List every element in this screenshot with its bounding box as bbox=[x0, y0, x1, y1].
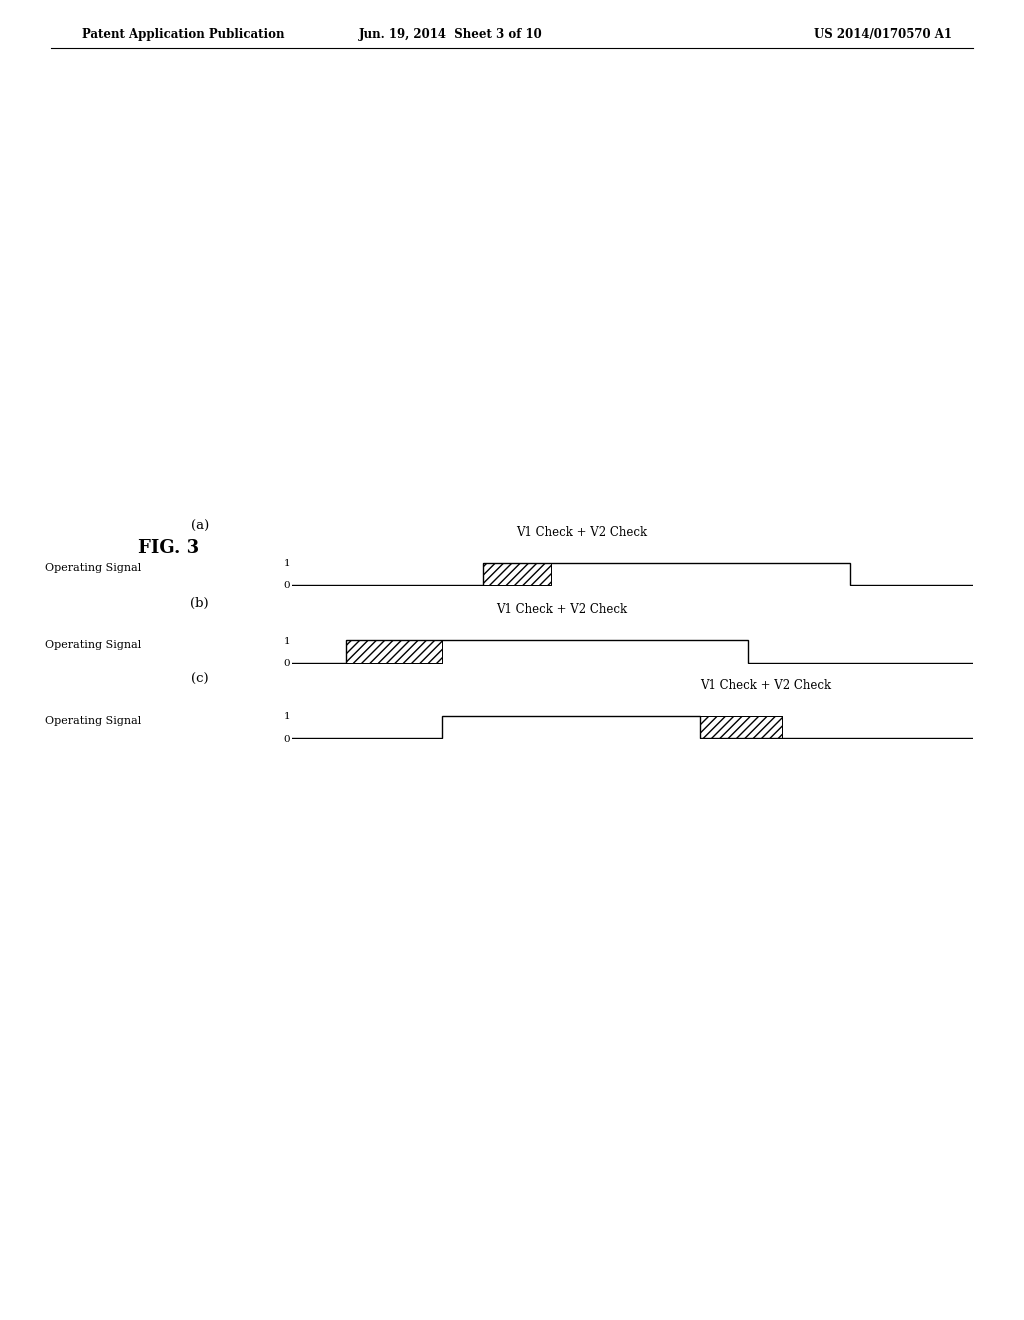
Text: (a): (a) bbox=[190, 520, 209, 533]
Text: Patent Application Publication: Patent Application Publication bbox=[82, 28, 285, 41]
Text: V1 Check + V2 Check: V1 Check + V2 Check bbox=[496, 603, 628, 616]
Bar bbox=[482, 562, 551, 585]
Text: FIG. 3: FIG. 3 bbox=[138, 539, 200, 557]
Bar bbox=[700, 715, 782, 738]
Text: US 2014/0170570 A1: US 2014/0170570 A1 bbox=[814, 28, 952, 41]
Text: Jun. 19, 2014  Sheet 3 of 10: Jun. 19, 2014 Sheet 3 of 10 bbox=[358, 28, 543, 41]
Text: V1 Check + V2 Check: V1 Check + V2 Check bbox=[700, 678, 831, 692]
Bar bbox=[346, 640, 441, 663]
Text: (b): (b) bbox=[190, 597, 209, 610]
Text: (c): (c) bbox=[190, 673, 209, 686]
Text: Operating Signal: Operating Signal bbox=[45, 640, 141, 651]
Text: V1 Check + V2 Check: V1 Check + V2 Check bbox=[516, 525, 648, 539]
Text: Operating Signal: Operating Signal bbox=[45, 562, 141, 573]
Text: Operating Signal: Operating Signal bbox=[45, 715, 141, 726]
